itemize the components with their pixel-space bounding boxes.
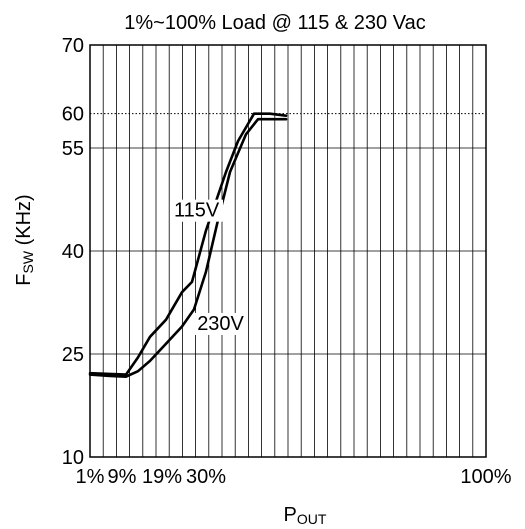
y-tick-label: 25 <box>62 344 84 366</box>
x-tick-label: 1% <box>76 466 105 488</box>
x-tick-label: 19% <box>142 466 182 488</box>
y-axis-label: FSW (KHz) <box>13 194 36 285</box>
y-tick-label: 40 <box>62 241 84 263</box>
y-tick-label: 55 <box>62 138 84 160</box>
x-tick-label: 9% <box>108 466 137 488</box>
series-label-115v: 115V <box>174 200 220 222</box>
x-tick-label: 100% <box>460 466 511 488</box>
series-label-230v: 230V <box>197 313 244 335</box>
y-axis-label-unit: (KHz) <box>13 194 35 251</box>
y-axis-label-sub: SW <box>20 250 36 273</box>
series-line-230v <box>88 117 288 379</box>
series-line-115v <box>88 112 288 376</box>
x-axis-label: POUT <box>284 504 327 527</box>
plot-area-border <box>89 44 487 458</box>
series-labels: 115V 230V <box>171 199 247 335</box>
grid <box>90 45 486 457</box>
x-axis-label-main: P <box>284 504 297 526</box>
series-label-bg-230v <box>194 312 247 335</box>
series-label-bg-115v <box>171 199 223 222</box>
y-tick-label: 10 <box>62 447 84 469</box>
y-tick-label: 60 <box>62 104 84 126</box>
y-axis-label-main: F <box>13 274 35 286</box>
x-tick-label: 30% <box>186 466 226 488</box>
x-axis-tick-labels: 1% 9% 19% 30% 100% <box>76 466 512 488</box>
series-group <box>88 112 288 379</box>
y-axis-tick-labels: 10 25 40 55 60 70 <box>62 35 84 469</box>
y-tick-label: 70 <box>62 35 84 57</box>
chart-title: 1%~100% Load @ 115 & 230 Vac <box>124 12 425 34</box>
x-axis-label-sub: OUT <box>297 511 327 527</box>
